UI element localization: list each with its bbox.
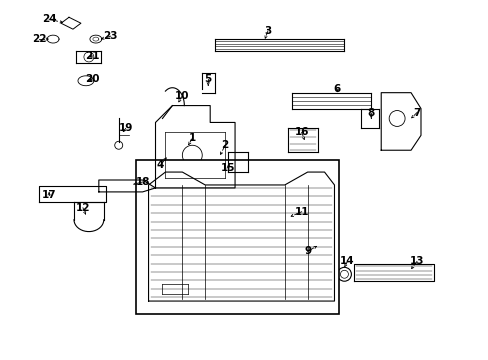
Text: 7: 7 <box>412 108 420 117</box>
Text: 8: 8 <box>367 108 374 117</box>
Text: 16: 16 <box>294 127 308 138</box>
Text: 11: 11 <box>294 207 308 217</box>
Text: 14: 14 <box>340 256 354 266</box>
Text: 20: 20 <box>85 74 100 84</box>
Text: 6: 6 <box>333 84 341 94</box>
Text: 18: 18 <box>135 177 149 187</box>
Text: 17: 17 <box>41 190 56 200</box>
Text: 23: 23 <box>103 31 118 41</box>
Text: 10: 10 <box>175 91 189 101</box>
Text: 13: 13 <box>409 256 424 266</box>
Text: 19: 19 <box>118 123 133 134</box>
Text: 24: 24 <box>41 14 56 24</box>
Text: 1: 1 <box>188 133 196 143</box>
Text: 9: 9 <box>304 247 310 256</box>
Text: 2: 2 <box>221 140 228 150</box>
Text: 12: 12 <box>76 203 90 213</box>
Text: 4: 4 <box>157 160 164 170</box>
Text: 15: 15 <box>221 163 235 173</box>
Text: 5: 5 <box>204 74 211 84</box>
Bar <box>135 160 339 314</box>
Text: 22: 22 <box>32 34 46 44</box>
Text: 21: 21 <box>85 51 100 61</box>
Text: 3: 3 <box>264 26 271 36</box>
